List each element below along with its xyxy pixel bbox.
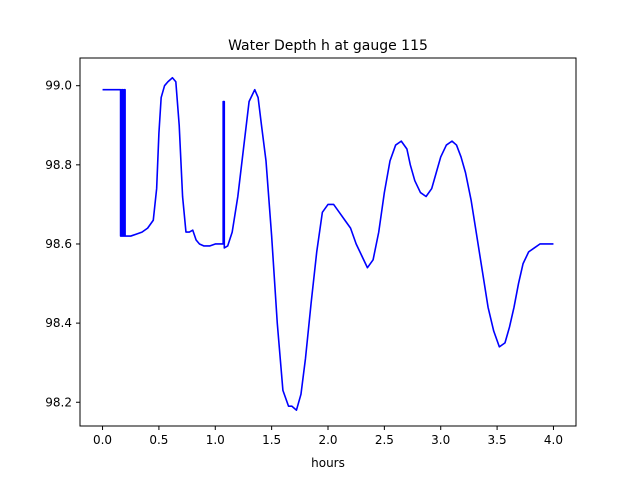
x-axis-label: hours bbox=[311, 456, 345, 470]
x-tick-label: 1.0 bbox=[206, 433, 225, 447]
series-line-0 bbox=[102, 76, 554, 411]
chart-title: Water Depth h at gauge 115 bbox=[228, 38, 428, 54]
x-tick-label: 0.5 bbox=[149, 433, 168, 447]
y-tick-label: 99.0 bbox=[45, 79, 72, 93]
x-tick-label: 0.0 bbox=[93, 433, 112, 447]
x-tick-label: 3.5 bbox=[488, 433, 507, 447]
y-tick-label: 98.2 bbox=[45, 395, 72, 409]
x-axis: 0.0 0.5 1.0 1.5 2.0 2.5 3.0 3.5 4.0 bbox=[93, 426, 563, 447]
x-tick-label: 2.0 bbox=[318, 433, 337, 447]
x-tick-label: 4.0 bbox=[544, 433, 563, 447]
y-tick-label: 98.4 bbox=[45, 316, 72, 330]
y-tick-label: 98.8 bbox=[45, 158, 72, 172]
x-tick-label: 1.5 bbox=[262, 433, 281, 447]
y-tick-label: 98.6 bbox=[45, 237, 72, 251]
x-tick-label: 2.5 bbox=[375, 433, 394, 447]
x-tick-label: 3.0 bbox=[431, 433, 450, 447]
plot-area bbox=[102, 76, 554, 411]
y-axis: 98.2 98.4 98.6 98.8 99.0 bbox=[45, 79, 80, 409]
